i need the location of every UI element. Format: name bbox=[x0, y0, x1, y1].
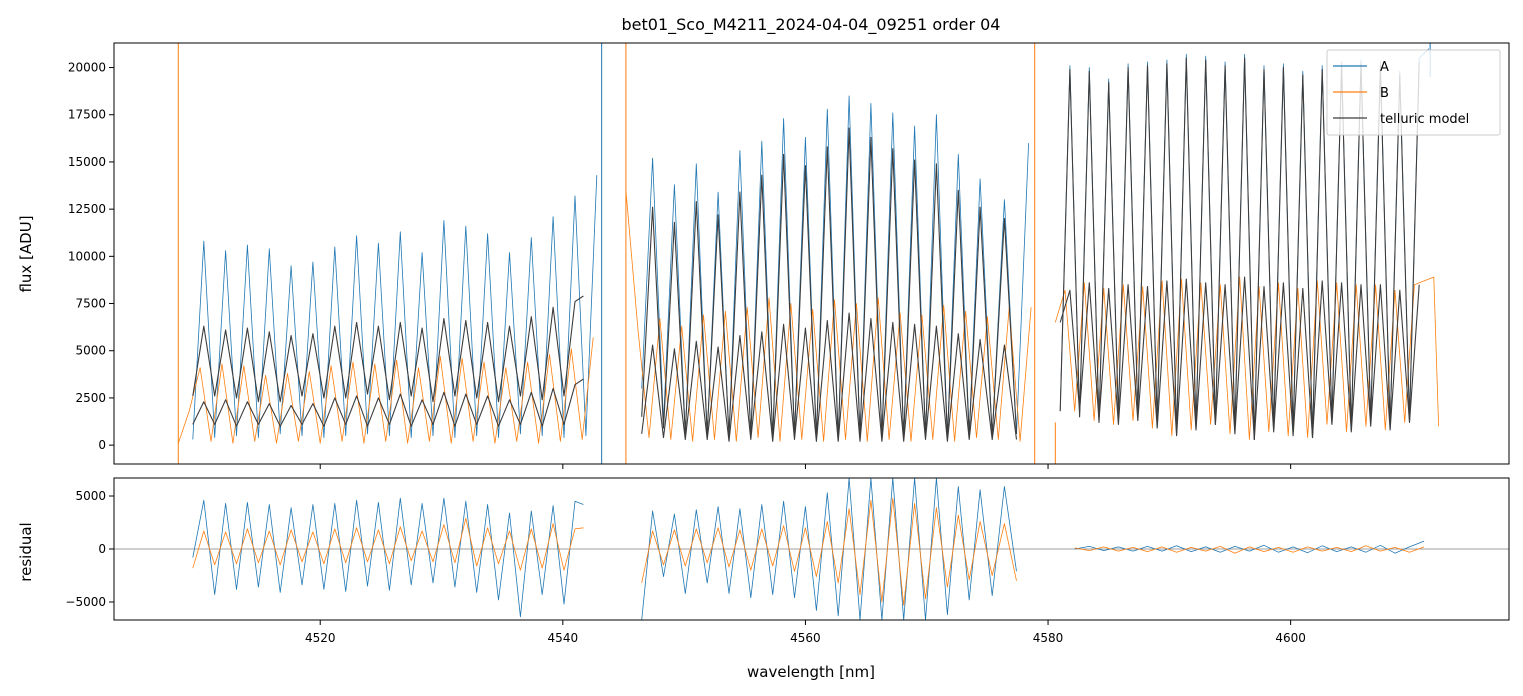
flux-y-tick-label: 17500 bbox=[68, 108, 106, 122]
legend-label-a: A bbox=[1380, 60, 1389, 75]
residual-plot-area bbox=[114, 478, 1509, 620]
residual-y-axis-label: residual bbox=[17, 522, 35, 581]
residual-x-tick-label: 4580 bbox=[1033, 631, 1064, 645]
flux-series-b-segment-2 bbox=[1054, 276, 1439, 440]
residual-x-axis: 4520 4540 4560 4580 4600 bbox=[305, 620, 1306, 645]
flux-y-tick-label: 12500 bbox=[68, 202, 106, 216]
legend-label-telluric: telluric model bbox=[1380, 112, 1469, 127]
flux-y-tick-label: 7500 bbox=[75, 297, 106, 311]
residual-series-a-segment-0 bbox=[192, 497, 584, 618]
residual-y-tick-label: 0 bbox=[98, 542, 106, 556]
legend: A B telluric model bbox=[1326, 49, 1501, 136]
flux-series-telluric-model-segment-5 bbox=[1059, 276, 1420, 441]
residual-series-b-segment-2 bbox=[1074, 545, 1425, 554]
x-axis-label: wavelength [nm] bbox=[747, 663, 875, 681]
flux-series-telluric-model-segment-2 bbox=[641, 127, 1018, 441]
residual-series-a-segment-2 bbox=[1074, 540, 1425, 554]
flux-series-telluric-model-segment-0 bbox=[192, 295, 584, 403]
chart-title: bet01_Sco_M4211_2024-04-04_09251 order 0… bbox=[622, 15, 1001, 35]
legend-label-b: B bbox=[1380, 86, 1389, 101]
residual-series-a-segment-1 bbox=[641, 478, 1017, 620]
residual-x-tick-label: 4600 bbox=[1275, 631, 1306, 645]
flux-series-b-segment-1 bbox=[625, 190, 1032, 442]
residual-x-tick-label: 4540 bbox=[548, 631, 579, 645]
residual-panel: −5000 0 5000 4520 4540 4560 4580 4600 residual… bbox=[17, 477, 1510, 681]
flux-y-tick-label: 20000 bbox=[68, 61, 106, 75]
residual-x-tick-label: 4520 bbox=[305, 631, 336, 645]
flux-panel: 0 2500 5000 7500 10000 12500 15000 17500 20000 f… bbox=[17, 42, 1510, 469]
flux-series-telluric-model-segment-1 bbox=[192, 378, 584, 427]
residual-y-tick-label: 5000 bbox=[75, 489, 106, 503]
flux-y-axis: 0 2500 5000 7500 10000 12500 15000 17500 20000 bbox=[68, 61, 114, 452]
flux-y-tick-label: 2500 bbox=[75, 391, 106, 405]
flux-x-axis bbox=[319, 464, 1292, 469]
flux-series-telluric-model-segment-3 bbox=[641, 312, 1018, 442]
flux-y-tick-label: 5000 bbox=[75, 344, 106, 358]
residual-series-b-segment-1 bbox=[641, 497, 1017, 606]
residual-y-tick-label: −5000 bbox=[65, 595, 106, 609]
flux-y-tick-label: 15000 bbox=[68, 155, 106, 169]
flux-y-axis-label: flux [ADU] bbox=[17, 215, 35, 292]
flux-axes-frame bbox=[113, 42, 1510, 465]
residual-x-tick-label: 4560 bbox=[790, 631, 821, 645]
residual-series-b-segment-0 bbox=[192, 517, 584, 571]
flux-y-tick-label: 0 bbox=[98, 438, 106, 452]
flux-series-b-segment-0 bbox=[177, 337, 594, 444]
legend-box bbox=[1326, 49, 1501, 136]
residual-y-axis: −5000 0 5000 bbox=[65, 489, 114, 609]
flux-y-tick-label: 10000 bbox=[68, 249, 106, 263]
